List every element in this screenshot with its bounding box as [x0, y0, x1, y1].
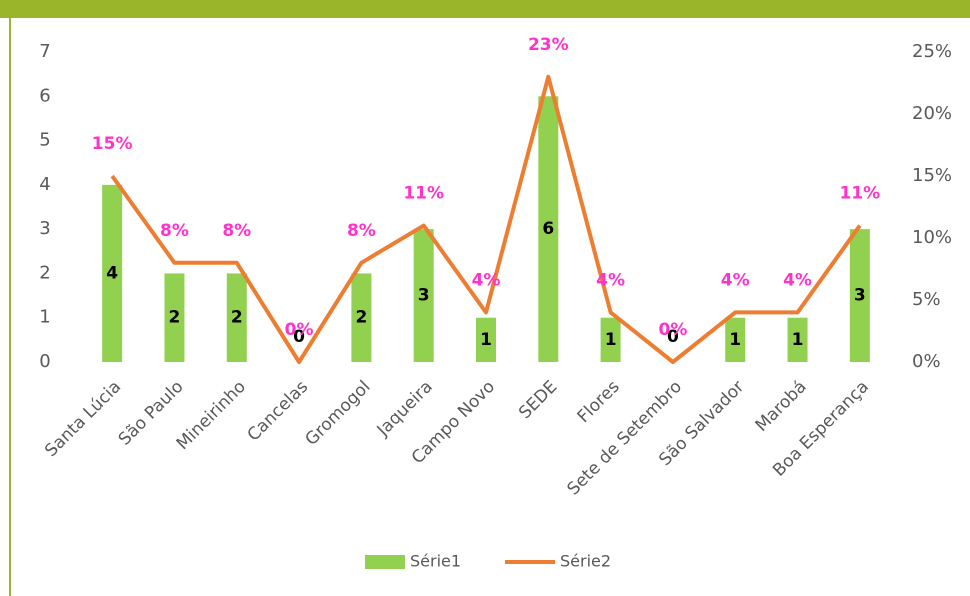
- bar: [600, 317, 621, 362]
- line-label: 0%: [658, 320, 687, 340]
- x-tick-label: Flores: [574, 377, 624, 427]
- y-tick-label: 7: [39, 41, 50, 62]
- line-label: 8%: [160, 221, 189, 241]
- line-label: 8%: [222, 221, 251, 241]
- bar-label: 6: [542, 219, 554, 239]
- line-label: 11%: [839, 184, 880, 204]
- legend-label: Série1: [410, 552, 461, 571]
- x-tick-label: Marobá: [752, 377, 811, 436]
- y2-tick-label: 25%: [912, 41, 952, 62]
- bar-label: 2: [355, 308, 367, 328]
- line-label: 15%: [92, 134, 133, 154]
- legend-swatch: [365, 555, 405, 569]
- bar: [164, 273, 185, 362]
- bar: [226, 273, 247, 362]
- x-tick-label: Sete de Setembro: [564, 377, 686, 499]
- line-label: 4%: [721, 270, 750, 290]
- bar-label: 3: [418, 286, 430, 306]
- y2-tick-label: 5%: [912, 289, 941, 310]
- bar: [787, 317, 808, 362]
- left-border: [9, 18, 11, 596]
- bar-label: 4: [106, 263, 118, 283]
- bar-label: 2: [169, 308, 181, 328]
- y-tick-label: 0: [39, 351, 50, 372]
- line: [110, 74, 862, 364]
- bar: [413, 229, 434, 362]
- y-tick-label: 1: [39, 307, 50, 328]
- x-tick-label: SEDE: [515, 377, 561, 423]
- line-label: 4%: [596, 270, 625, 290]
- line-label: 4%: [783, 270, 812, 290]
- line-label: 0%: [285, 320, 314, 340]
- bar: [538, 96, 559, 363]
- bar: [849, 229, 870, 362]
- y-tick-label: 5: [39, 130, 50, 151]
- line-label: 8%: [347, 221, 376, 241]
- y-tick-label: 3: [39, 218, 50, 239]
- bar: [725, 317, 746, 362]
- line-label: 23%: [528, 35, 569, 55]
- x-tick-label: Santa Lúcia: [41, 377, 125, 461]
- top-bar: [0, 0, 970, 18]
- bar-label: 1: [480, 330, 492, 350]
- y2-tick-label: 10%: [912, 227, 952, 248]
- line-label: 4%: [472, 270, 501, 290]
- y2-tick-label: 20%: [912, 103, 952, 124]
- bar-label: 1: [729, 330, 741, 350]
- y-tick-label: 2: [39, 262, 50, 283]
- bar-label: 1: [605, 330, 617, 350]
- bar-label: 0: [667, 327, 679, 347]
- bar-label: 3: [854, 286, 866, 306]
- line-label: 11%: [403, 184, 444, 204]
- y2-tick-label: 0%: [912, 351, 941, 372]
- bar: [476, 317, 496, 362]
- x-tick-label: Gromogol: [302, 377, 375, 450]
- bar-label: 1: [792, 330, 804, 350]
- legend-label: Série2: [560, 552, 611, 571]
- y-tick-label: 4: [39, 174, 50, 195]
- y2-tick-label: 15%: [912, 165, 952, 186]
- bar: [351, 273, 372, 362]
- bar-label: 0: [293, 327, 305, 347]
- y-tick-label: 6: [39, 85, 50, 106]
- bar: [102, 184, 123, 362]
- bar-label: 2: [231, 308, 243, 328]
- x-tick-label: Jaqueira: [373, 377, 437, 441]
